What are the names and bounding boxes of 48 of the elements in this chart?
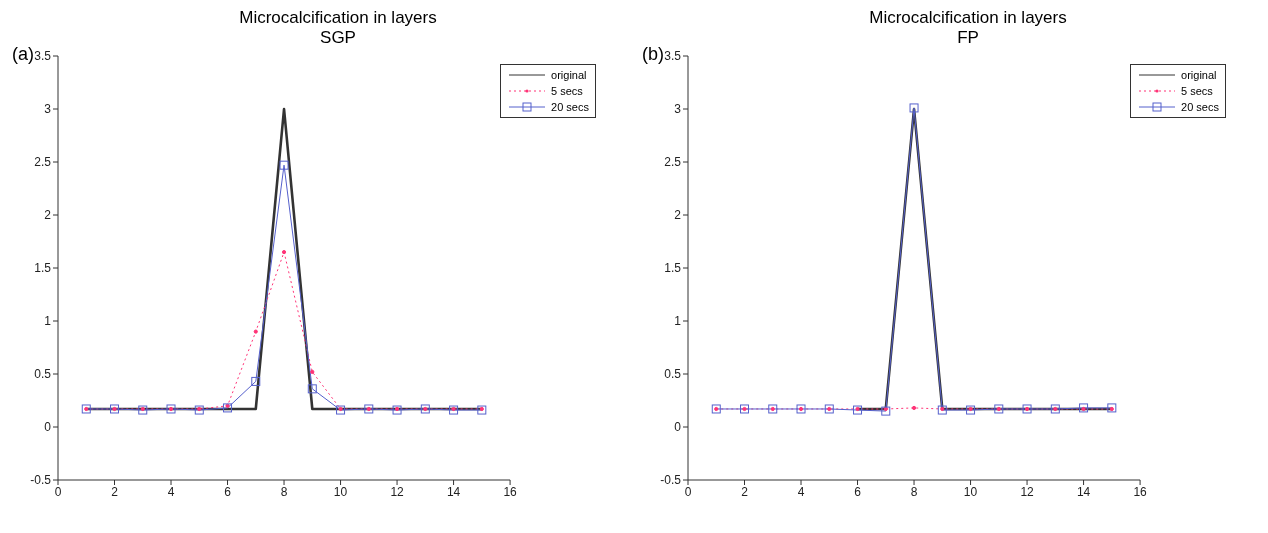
text: (b) (642, 44, 664, 65)
chart-subtitle: SGP (319, 28, 357, 48)
x-tick-label: 8 (910, 484, 918, 499)
legend-label: 5 secs (551, 85, 583, 97)
legend-label: 20 secs (1181, 101, 1219, 113)
y-tick-label: 2.5 (34, 155, 52, 170)
x-tick-label: 8 (280, 484, 288, 499)
x-tick-label: 2 (111, 484, 119, 499)
y-tick-label: 2 (674, 208, 682, 223)
x-tick-label: 0 (684, 484, 692, 499)
legend-label: original (551, 69, 587, 81)
y-tick-label: 2 (44, 208, 52, 223)
x-tick-label: 14 (1076, 484, 1091, 499)
y-tick-label: 0.5 (664, 367, 682, 382)
x-tick-label: 0 (54, 484, 62, 499)
legend-label: 20 secs (551, 101, 589, 113)
legend-label: 5 secs (1181, 85, 1213, 97)
y-tick-label: 1 (674, 314, 682, 329)
y-tick-label: 1.5 (34, 261, 52, 276)
x-tick-label: 12 (1020, 484, 1035, 499)
x-tick-label: 10 (963, 484, 978, 499)
y-tick-label: 0 (44, 420, 52, 435)
y-tick-label: 1 (44, 314, 52, 329)
x-tick-label: 16 (503, 484, 518, 499)
x-tick-label: 10 (333, 484, 348, 499)
legend-label: original (1181, 69, 1217, 81)
x-tick-label: 6 (854, 484, 862, 499)
y-tick-label: -0.5 (660, 473, 682, 488)
y-tick-label: 3 (44, 102, 52, 117)
y-tick-label: 3.5 (34, 49, 52, 64)
text: (a) (12, 44, 34, 65)
chart-title: Microcalcification in layers (238, 8, 438, 28)
y-tick-label: 3 (674, 102, 682, 117)
x-tick-label: 2 (741, 484, 749, 499)
y-tick-label: 1.5 (664, 261, 682, 276)
y-tick-label: 2.5 (664, 155, 682, 170)
x-tick-label: 16 (1133, 484, 1148, 499)
x-tick-label: 4 (167, 484, 175, 499)
chart-title: Microcalcification in layers (868, 8, 1068, 28)
y-tick-label: -0.5 (30, 473, 52, 488)
y-tick-label: 0.5 (34, 367, 52, 382)
y-tick-label: 0 (674, 420, 682, 435)
y-tick-label: 3.5 (664, 49, 682, 64)
chart-subtitle: FP (956, 28, 980, 48)
x-tick-label: 6 (224, 484, 232, 499)
x-tick-label: 4 (797, 484, 805, 499)
x-tick-label: 12 (390, 484, 405, 499)
x-tick-label: 14 (446, 484, 461, 499)
